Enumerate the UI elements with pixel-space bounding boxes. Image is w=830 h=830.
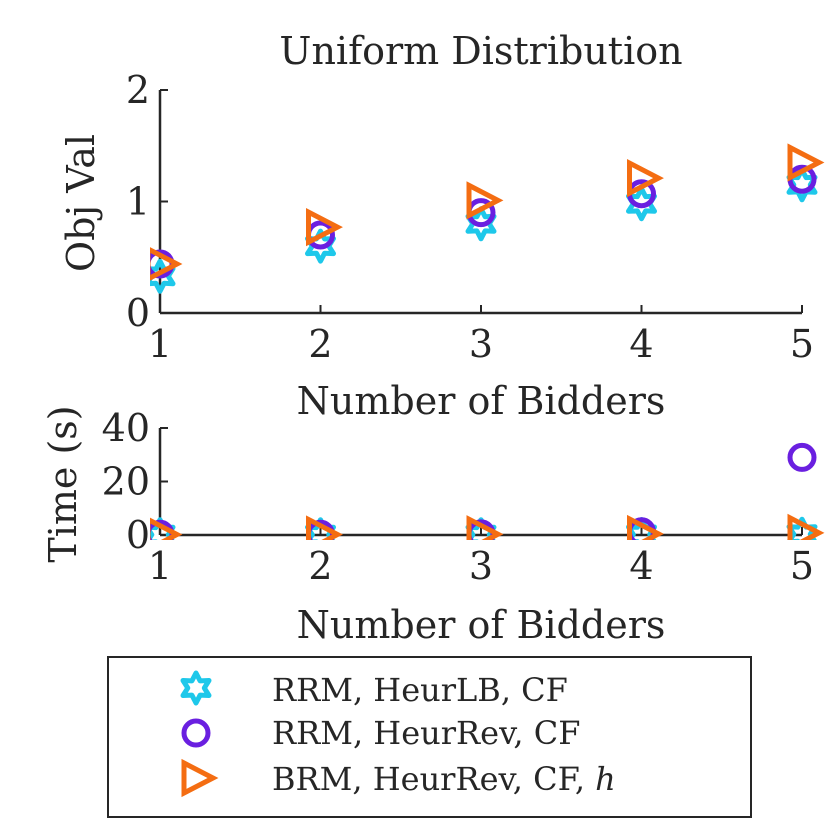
legend-marker-hexagram <box>180 670 212 706</box>
bottom-x-tick-label: 4 <box>629 544 653 588</box>
top-x-axis-label: Number of Bidders <box>297 379 666 423</box>
legend-entry-1: RRM, HeurLB, CF <box>180 670 568 709</box>
legend-marker-triangle-right <box>181 758 219 798</box>
legend-label-1: RRM, HeurLB, CF <box>272 671 568 709</box>
top-x-tick-label: 4 <box>629 322 653 366</box>
bottom-y-tick-label: 40 <box>102 406 150 450</box>
legend-marker-circle <box>181 718 211 748</box>
top-y-axis: 0 1 2 <box>126 68 168 335</box>
legend-entry-3: BRM, HeurRev, CF, h <box>181 758 616 798</box>
bottom-y-axis-label: Time (s) <box>41 405 85 562</box>
bottom-point-triangle-right <box>627 514 664 540</box>
legend-hexagram-icon <box>180 670 212 706</box>
bottom-point-hexagram <box>150 517 176 540</box>
top-y-tick-label: 2 <box>126 68 150 112</box>
bottom-x-tick-label: 2 <box>308 544 332 588</box>
bottom-plot-marks <box>150 442 825 540</box>
bottom-x-tick-label: 3 <box>469 544 493 588</box>
legend-entry-2: RRM, HeurRev, CF <box>181 714 580 752</box>
legend-label-3-text: BRM, HeurRev, CF, <box>272 760 595 798</box>
legend-label-3: BRM, HeurRev, CF, h <box>272 760 616 798</box>
top-y-tick-label: 1 <box>126 180 150 224</box>
top-x-tick-label: 3 <box>469 322 493 366</box>
legend: RRM, HeurLB, CF RRM, HeurRev, CF BRM, He… <box>107 656 752 818</box>
top-x-tick-label: 2 <box>308 322 332 366</box>
bottom-x-tick-label: 5 <box>790 544 814 588</box>
top-plot-marks <box>150 143 825 294</box>
top-point-triangle-right <box>787 143 825 182</box>
top-point-triangle-right <box>306 208 343 247</box>
bottom-y-tick-label: 20 <box>102 460 150 504</box>
top-point-triangle-right <box>466 181 504 220</box>
top-point-triangle-right <box>150 247 183 281</box>
bottom-point-triangle-right <box>150 517 183 540</box>
bottom-panel: 0 20 40 1 2 3 4 5 Time (s) Number of Bidders <box>41 405 825 647</box>
bottom-x-axis: 1 2 3 4 5 <box>148 527 814 588</box>
legend-circle-icon <box>181 718 211 748</box>
top-chart-title: Uniform Distribution <box>279 29 682 73</box>
legend-box <box>107 656 752 818</box>
legend-label-3-symbol: h <box>595 760 616 798</box>
top-y-tick-label: 0 <box>126 291 150 335</box>
bottom-point-circle <box>787 442 817 472</box>
top-point-triangle-right <box>627 158 664 198</box>
top-x-tick-label: 1 <box>148 322 172 366</box>
bottom-point-triangle-right <box>466 515 504 540</box>
bottom-x-axis-label: Number of Bidders <box>297 603 666 647</box>
legend-triangle-icon <box>181 758 219 798</box>
bottom-point-triangle-right <box>306 515 343 540</box>
top-x-axis: 1 2 3 4 5 <box>148 305 814 366</box>
bottom-y-tick-label: 0 <box>126 513 150 557</box>
top-x-tick-label: 5 <box>790 322 814 366</box>
bottom-x-tick-label: 1 <box>148 544 172 588</box>
top-y-axis-label: Obj Val <box>59 134 103 272</box>
legend-label-2: RRM, HeurRev, CF <box>272 714 580 752</box>
bottom-point-triangle-right <box>787 513 825 540</box>
bottom-y-axis: 0 20 40 <box>102 406 168 557</box>
